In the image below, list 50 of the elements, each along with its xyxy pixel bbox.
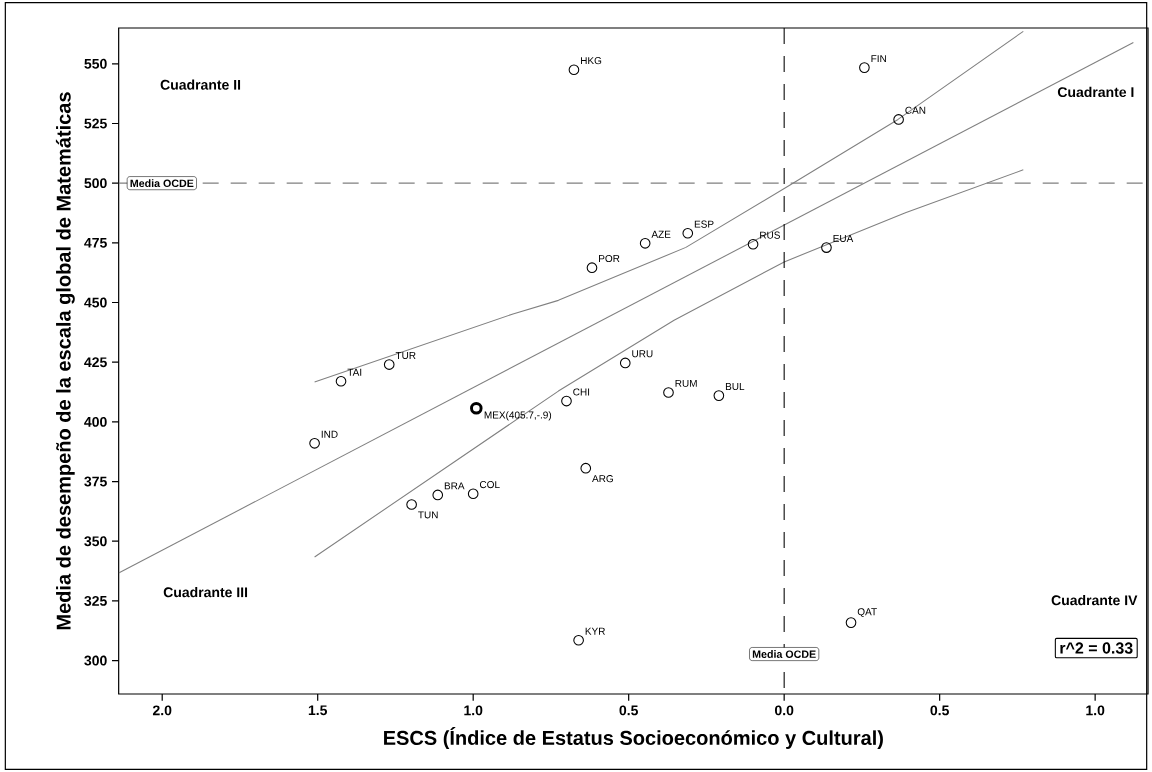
annotation: EUA: [833, 235, 854, 243]
annotation: RUM: [675, 379, 697, 387]
x-tick-label: 2.0: [152, 705, 172, 716]
annotation: ARG: [592, 475, 613, 483]
y-tick-label: 475: [84, 237, 107, 248]
annotation: TAI: [347, 368, 362, 376]
y-tick-label: 350: [84, 536, 107, 547]
annotation: TUN: [418, 511, 438, 519]
annotation: RUS: [760, 231, 780, 239]
y-tick-label: 400: [84, 416, 107, 427]
annotation: Cuadrante II: [160, 79, 241, 90]
y-tick-label: 450: [84, 297, 107, 308]
annotation: CHI: [573, 388, 590, 396]
annotation: Cuadrante III: [163, 586, 248, 598]
annotation: BUL: [725, 383, 745, 391]
y-tick-label: 550: [84, 58, 107, 69]
annotation: KYR: [585, 627, 605, 635]
annotation: r^2 = 0.33: [1060, 642, 1133, 654]
annotation: CAN: [905, 106, 926, 114]
annotation: AZE: [651, 230, 671, 238]
point: [470, 401, 483, 415]
annotation: QAT: [857, 608, 877, 618]
y-axis-title: Media de desempeño de la escala global de Matemáticas: [55, 92, 75, 630]
annotation: BRA: [444, 482, 465, 490]
annotation: Cuadrante I: [1057, 86, 1134, 98]
annotation: POR: [599, 254, 620, 263]
x-tick-label: 0.5: [930, 705, 949, 716]
annotation: TUR: [395, 352, 416, 359]
x-tick-label: 0.0: [774, 705, 794, 716]
x-tick-label: 1.0: [464, 705, 483, 716]
y-tick-label: 325: [84, 595, 107, 606]
y-tick-label: 300: [84, 655, 107, 666]
annotation: URU: [632, 350, 653, 358]
y-tick-label: 500: [84, 178, 107, 189]
x-tick-label: 1.0: [1086, 705, 1105, 716]
ref-line-label: Media OCDE: [130, 179, 194, 188]
annotation: FIN: [871, 55, 886, 63]
y-tick-label: 525: [84, 118, 107, 129]
x-tick-label: 0.5: [619, 705, 638, 716]
annotation: IND: [321, 430, 338, 438]
annotation: ESP: [694, 220, 714, 228]
annotation: MEX(405.7,-.9): [484, 411, 552, 421]
annotation: COL: [479, 481, 500, 489]
y-tick-label: 425: [84, 357, 107, 368]
y-tick-label: 375: [84, 476, 107, 487]
x-axis-title: ESCS (Índice de Estatus Socioeconómico y Cultural): [384, 727, 883, 749]
annotation: Cuadrante IV: [1051, 594, 1138, 606]
ref-line-label: Media OCDE: [752, 650, 816, 658]
x-tick-label: 1.5: [308, 705, 328, 716]
annotation: HKG: [581, 57, 602, 65]
